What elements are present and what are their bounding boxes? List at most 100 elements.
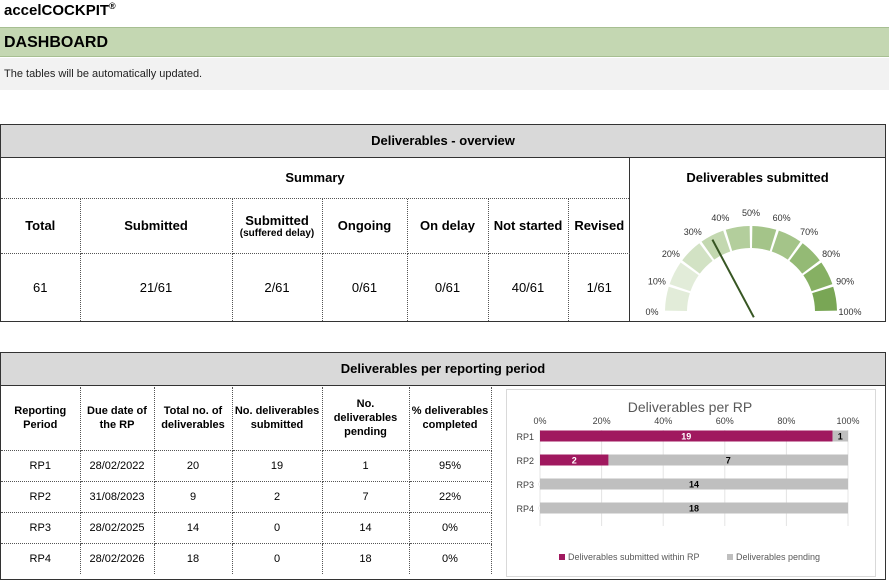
gauge-tick-label: 60% bbox=[773, 213, 791, 223]
gauge-tick-label: 0% bbox=[645, 307, 658, 317]
chart-data-label: 2 bbox=[572, 456, 577, 466]
per-rp-section: Deliverables per reporting period Report… bbox=[0, 352, 886, 580]
rp-cell: RP3 bbox=[1, 512, 81, 544]
chart-title: Deliverables per RP bbox=[628, 399, 753, 415]
summary-value-submitted: 21/61 bbox=[80, 253, 233, 321]
chart-x-tick: 0% bbox=[533, 416, 546, 426]
gauge-tick-label: 90% bbox=[836, 276, 854, 286]
summary-header-not-started: Not started bbox=[488, 199, 569, 254]
chart-category-label: RP4 bbox=[516, 504, 534, 514]
chart-category-label: RP1 bbox=[516, 432, 534, 442]
rp-cell: 0% bbox=[409, 543, 492, 574]
rp-cell: 18 bbox=[154, 543, 233, 574]
rp-cell: 20 bbox=[154, 450, 233, 482]
gauge-segment bbox=[669, 262, 699, 292]
rp-cell: 95% bbox=[409, 450, 492, 482]
summary-header-ongoing: Ongoing bbox=[322, 199, 408, 254]
summary-title: Summary bbox=[1, 158, 629, 199]
chart-category-label: RP2 bbox=[516, 456, 534, 466]
chart-data-label: 14 bbox=[689, 480, 699, 490]
rp-cell: 7 bbox=[322, 481, 410, 513]
rp-bar-chart: Deliverables per RP 0% 20% 40% 60% 80% 100% RP1… bbox=[516, 399, 859, 562]
rp-header-completed: % deliverables completed bbox=[409, 387, 492, 451]
rp-cell: 28/02/2025 bbox=[80, 512, 155, 544]
gauge-tick-label: 80% bbox=[822, 249, 840, 259]
overview-title: Deliverables - overview bbox=[1, 125, 885, 158]
gauge-segment bbox=[771, 230, 801, 260]
rp-cell: RP1 bbox=[1, 450, 81, 482]
rp-cell: 14 bbox=[154, 512, 233, 544]
table-row: RP4 28/02/2026 18 0 18 0% bbox=[1, 543, 492, 574]
legend-swatch bbox=[559, 554, 565, 560]
gauge-segment bbox=[812, 286, 837, 311]
rp-cell: 0 bbox=[232, 543, 323, 574]
gauge-segment bbox=[665, 286, 690, 311]
summary-value-not-started: 40/61 bbox=[488, 253, 569, 321]
rp-header-due-date: Due date of the RP bbox=[80, 387, 155, 451]
chart-bar-segment bbox=[540, 478, 848, 490]
per-rp-title: Deliverables per reporting period bbox=[1, 353, 885, 386]
gauge-tick-label: 20% bbox=[662, 249, 680, 259]
rp-cell: 0 bbox=[232, 512, 323, 544]
rp-cell: 18 bbox=[322, 543, 410, 574]
rp-header-pending: No. deliverables pending bbox=[322, 387, 410, 451]
gauge-segment bbox=[682, 243, 713, 274]
chart-bar-segment bbox=[540, 502, 848, 514]
rp-cell: RP4 bbox=[1, 543, 81, 574]
legend-label: Deliverables pending bbox=[736, 552, 820, 562]
chart-data-label: 7 bbox=[726, 456, 731, 466]
chart-x-tick: 80% bbox=[777, 416, 795, 426]
gauge-tick-label: 100% bbox=[838, 307, 861, 317]
summary-value-on-delay: 0/61 bbox=[407, 253, 489, 321]
rp-cell: 1 bbox=[322, 450, 410, 482]
summary-header-submitted-delay: Submitted (suffered delay) bbox=[232, 199, 323, 254]
summary-value-ongoing: 0/61 bbox=[322, 253, 408, 321]
rp-table: Reporting Period Due date of the RP Tota… bbox=[1, 387, 492, 574]
rp-chart-panel: Deliverables per RP 0% 20% 40% 60% 80% 100% RP1… bbox=[506, 389, 876, 577]
brand-mark: ® bbox=[109, 1, 116, 11]
summary-value-revised: 1/61 bbox=[586, 279, 612, 295]
table-row: RP1 28/02/2022 20 19 1 95% bbox=[1, 450, 492, 482]
rp-cell: 19 bbox=[232, 450, 323, 482]
app-brand: accelCOCKPIT® bbox=[4, 1, 116, 19]
rp-cell: RP2 bbox=[1, 481, 81, 513]
chart-data-label: 19 bbox=[681, 432, 691, 442]
gauge-needle bbox=[711, 239, 755, 318]
chart-bar-segment bbox=[540, 454, 609, 466]
legend-label: Deliverables submitted within RP bbox=[568, 552, 700, 562]
table-row: RP3 28/02/2025 14 0 14 0% bbox=[1, 512, 492, 544]
gauge-segment bbox=[789, 243, 820, 274]
rp-cell: 9 bbox=[154, 481, 233, 513]
gauge-tick-label: 50% bbox=[742, 208, 760, 218]
overview-section: Deliverables - overview Summary Total Su… bbox=[0, 124, 886, 322]
summary-header-submitted: Submitted bbox=[80, 199, 233, 254]
gauge-segment bbox=[803, 262, 833, 292]
summary-panel: Summary Total Submitted Submitted (suffer… bbox=[1, 158, 630, 321]
gauge-segment bbox=[752, 226, 777, 251]
rp-cell: 14 bbox=[322, 512, 410, 544]
summary-header-on-delay: On delay bbox=[407, 199, 489, 254]
chart-x-tick: 60% bbox=[716, 416, 734, 426]
page-title: DASHBOARD bbox=[0, 27, 889, 57]
gauge-tick-label: 70% bbox=[800, 227, 818, 237]
gauge-tick-label: 40% bbox=[711, 213, 729, 223]
brand-name: accelCOCKPIT bbox=[4, 2, 110, 19]
summary-header-revised: Revised bbox=[568, 199, 630, 254]
info-text: The tables will be automatically updated… bbox=[0, 58, 889, 90]
summary-header-total: Total bbox=[1, 199, 81, 254]
rp-cell: 22% bbox=[409, 481, 492, 513]
legend-swatch bbox=[727, 554, 733, 560]
chart-data-label: 18 bbox=[689, 504, 699, 514]
rp-header-period: Reporting Period bbox=[1, 387, 81, 451]
chart-bar-segment bbox=[832, 430, 848, 442]
rp-cell: 28/02/2026 bbox=[80, 543, 155, 574]
gauge-panel: Deliverables submitted 0% 10% 20% 30% 40% 50%… bbox=[630, 158, 885, 321]
gauge-tick-label: 30% bbox=[684, 227, 702, 237]
summary-value-submitted-delay: 2/61 bbox=[232, 253, 323, 321]
rp-header-total: Total no. of deliverables bbox=[154, 387, 233, 451]
chart-x-tick: 100% bbox=[836, 416, 859, 426]
rp-cell: 2 bbox=[232, 481, 323, 513]
chart-bar-segment bbox=[540, 430, 833, 442]
gauge-title: Deliverables submitted bbox=[686, 170, 829, 185]
chart-x-tick: 40% bbox=[654, 416, 672, 426]
